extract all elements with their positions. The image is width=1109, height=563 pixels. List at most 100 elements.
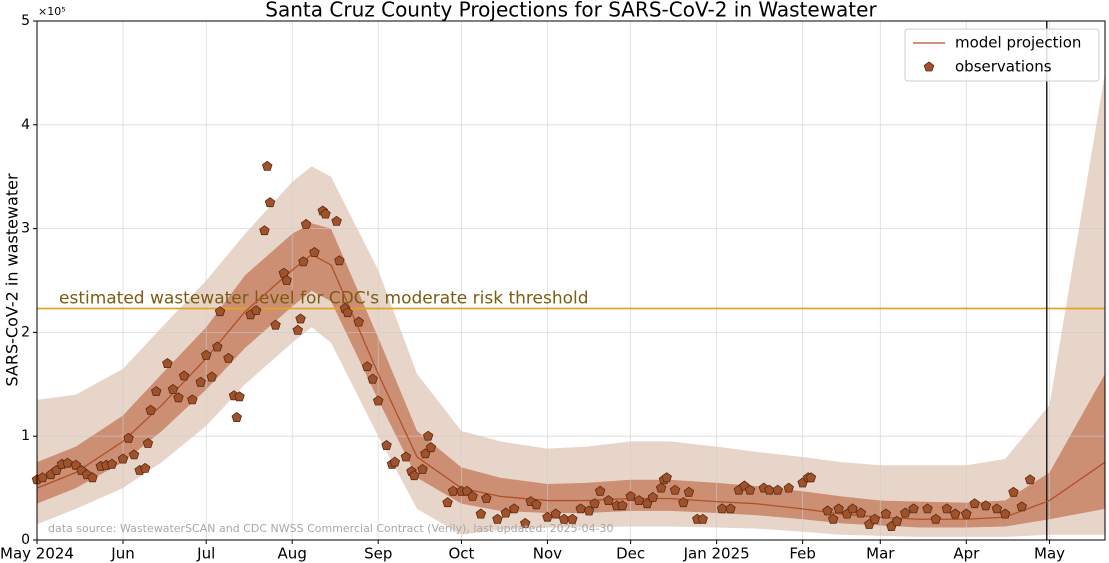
observation-marker xyxy=(234,391,245,402)
observation-marker xyxy=(475,508,487,519)
observation-marker xyxy=(87,472,98,483)
observation-marker xyxy=(331,215,342,226)
observation-marker xyxy=(725,503,736,514)
observation-marker xyxy=(900,507,911,518)
observation-marker xyxy=(567,513,578,524)
observation-marker xyxy=(187,394,198,405)
observation-marker xyxy=(231,412,242,423)
observation-marker xyxy=(206,371,217,382)
x-tick-label: Sep xyxy=(364,545,392,563)
x-tick-label: Aug xyxy=(278,545,307,563)
observation-marker xyxy=(62,457,73,468)
observation-marker xyxy=(409,470,420,481)
observation-marker xyxy=(353,316,364,327)
observation-marker xyxy=(223,352,234,363)
observation-marker xyxy=(342,307,353,318)
observation-marker xyxy=(520,517,531,528)
observation-marker xyxy=(492,513,503,524)
y-axis-label: SARS-CoV-2 in wastewater xyxy=(3,173,22,386)
observation-marker xyxy=(827,513,839,524)
observation-marker xyxy=(128,449,140,460)
observation-marker xyxy=(309,247,320,257)
observation-marker xyxy=(381,440,392,451)
observation-marker xyxy=(145,404,156,415)
x-tick-label: May 2024 xyxy=(0,545,74,563)
observation-marker xyxy=(151,386,162,397)
y-tick-label: 1 xyxy=(21,428,30,444)
observation-marker xyxy=(869,513,880,524)
y-tick-label: 3 xyxy=(21,221,30,237)
observation-marker xyxy=(508,503,520,514)
observation-marker xyxy=(833,503,844,514)
observation-marker xyxy=(669,484,681,495)
observation-marker xyxy=(969,498,980,509)
observation-marker xyxy=(461,485,473,496)
observation-marker xyxy=(214,306,226,317)
x-tick-label: Apr xyxy=(953,545,980,563)
y-tick-label: 2 xyxy=(21,324,30,340)
observation-marker xyxy=(422,430,434,441)
observation-marker xyxy=(292,324,303,335)
observation-marker xyxy=(891,515,903,526)
observation-marker xyxy=(162,358,173,369)
legend-label: observations xyxy=(955,58,1052,76)
observation-marker xyxy=(106,458,118,469)
x-tick-label: Feb xyxy=(789,545,816,563)
observation-marker xyxy=(683,486,695,497)
observation-marker xyxy=(1024,474,1036,485)
observation-marker xyxy=(980,500,991,511)
chart-title: Santa Cruz County Projections for SARS-C… xyxy=(265,0,877,22)
observation-marker xyxy=(678,497,689,508)
observation-marker xyxy=(575,503,586,514)
observation-marker xyxy=(70,459,82,470)
observation-marker xyxy=(264,197,276,208)
observation-marker xyxy=(425,442,437,453)
observation-marker xyxy=(167,384,179,394)
observation-marker xyxy=(625,490,636,501)
observation-marker xyxy=(139,462,151,473)
uncertainty-band xyxy=(37,72,1105,537)
observation-marker xyxy=(481,493,492,503)
observation-marker xyxy=(1016,501,1027,512)
observation-marker xyxy=(617,500,628,511)
x-tick-label: Nov xyxy=(533,545,562,563)
observation-marker xyxy=(259,225,270,236)
observation-marker xyxy=(178,370,190,381)
observation-marker xyxy=(367,373,378,384)
observation-marker xyxy=(647,491,659,502)
observation-marker xyxy=(999,508,1011,519)
observation-marker xyxy=(855,507,867,518)
observation-marker xyxy=(531,499,542,510)
x-tick-label: May xyxy=(1034,545,1065,563)
observation-marker xyxy=(583,505,595,516)
observation-marker xyxy=(361,361,373,372)
observation-marker xyxy=(123,432,134,443)
x-tick-label: Jan 2025 xyxy=(683,545,750,563)
observation-marker xyxy=(805,472,817,483)
data-source-note: data source: WastewaterSCAN and CDC NWSS… xyxy=(48,522,614,535)
x-tick-label: Mar xyxy=(866,545,895,563)
x-tick-label: Oct xyxy=(448,545,474,563)
x-tick-label: Jun xyxy=(110,545,134,563)
legend-marker xyxy=(923,61,935,72)
x-tick-label: Dec xyxy=(616,545,645,563)
observation-marker xyxy=(389,456,401,467)
observation-marker xyxy=(298,256,309,267)
observation-marker xyxy=(908,503,919,514)
observation-marker xyxy=(603,495,614,506)
observation-marker xyxy=(320,208,331,219)
observation-marker xyxy=(117,453,129,464)
x-tick-label: Jul xyxy=(196,545,215,563)
observation-marker xyxy=(744,484,756,495)
observation-marker xyxy=(262,160,273,171)
observation-marker xyxy=(442,497,453,508)
y-tick-label: 4 xyxy=(21,117,30,133)
observation-marker xyxy=(334,255,345,266)
plot-frame xyxy=(36,20,1106,541)
observation-marker xyxy=(847,503,858,514)
legend-box xyxy=(904,28,1100,82)
observation-marker xyxy=(991,503,1003,514)
observation-marker xyxy=(697,513,708,524)
